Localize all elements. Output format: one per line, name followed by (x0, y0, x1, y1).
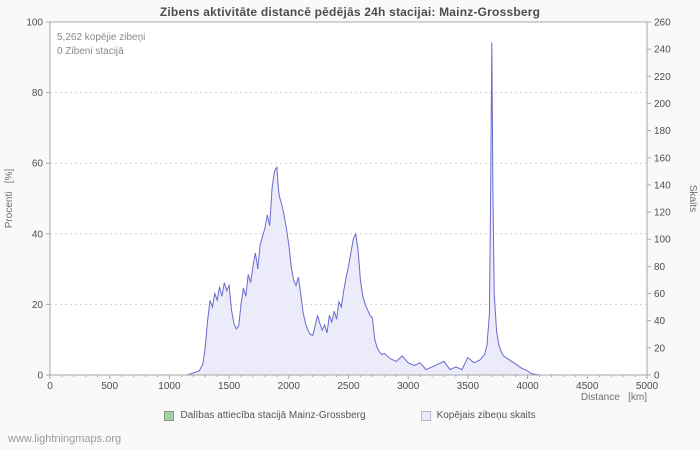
y-left-tick-label: 60 (32, 159, 44, 170)
x-tick-label: 500 (101, 381, 118, 392)
y-right-tick-label: 160 (654, 153, 671, 164)
legend-swatch-lavender (420, 410, 431, 421)
watermark: www.lightningmaps.org (8, 433, 122, 445)
x-tick-label: 0 (47, 381, 53, 392)
y-right-tick-label: 20 (654, 343, 666, 354)
series-area-total-count (50, 42, 647, 376)
y-right-tick-label: 60 (654, 289, 666, 300)
series-line-total-count (50, 42, 647, 376)
x-tick-label: 3000 (397, 381, 420, 392)
y-right-tick-label: 80 (654, 262, 666, 273)
legend-label-total-count: Kopējais zibeņu skaits (436, 410, 536, 421)
y-right-tick-label: 220 (654, 72, 671, 83)
y-right-tick-label: 240 (654, 45, 671, 56)
legend: Dalības attiecība stacijā Mainz-Grossber… (0, 410, 700, 421)
legend-item-station-ratio: Dalības attiecība stacijā Mainz-Grossber… (164, 410, 366, 421)
x-axis-label: Distance [km] (581, 392, 647, 403)
y-left-tick-label: 40 (32, 229, 44, 240)
y-right-tick-label: 0 (654, 371, 660, 382)
legend-swatch-green (164, 410, 175, 421)
legend-item-total-count: Kopējais zibeņu skaits (420, 410, 536, 421)
y-left-tick-label: 20 (32, 300, 44, 311)
x-tick-label: 4500 (576, 381, 599, 392)
y-left-tick-label: 100 (26, 18, 43, 29)
x-tick-label: 1500 (218, 381, 241, 392)
y-right-tick-label: 100 (654, 235, 671, 246)
y-left-tick-label: 0 (37, 371, 43, 382)
y-right-tick-label: 40 (654, 316, 666, 327)
total-strikes-annotation: 5,262 kopējie zibeņi (57, 32, 146, 43)
y-left-axis-label: Procenti [%] (4, 169, 15, 229)
y-right-tick-label: 180 (654, 126, 671, 137)
y-right-tick-label: 200 (654, 99, 671, 110)
legend-label-station-ratio: Dalības attiecība stacijā Mainz-Grossber… (180, 410, 366, 421)
y-right-axis-label: Skaits (687, 185, 698, 212)
x-tick-label: 2500 (337, 381, 360, 392)
x-tick-label: 2000 (278, 381, 301, 392)
y-left-tick-label: 80 (32, 88, 44, 99)
station-strikes-annotation: 0 Zibeni stacijā (57, 46, 124, 57)
x-tick-label: 4000 (516, 381, 539, 392)
y-right-tick-label: 140 (654, 180, 671, 191)
x-tick-label: 1000 (158, 381, 181, 392)
lightning-distance-chart: 0 500 1000 1500 2000 2500 3000 3500 4000 4500 5000… (4, 18, 698, 404)
y-right-tick-label: 260 (654, 18, 671, 29)
y-right-tick-label: 120 (654, 208, 671, 219)
chart-title: Zibens aktivitāte distancē pēdējās 24h s… (159, 5, 541, 19)
x-tick-label: 3500 (457, 381, 480, 392)
x-tick-label: 5000 (636, 381, 659, 392)
